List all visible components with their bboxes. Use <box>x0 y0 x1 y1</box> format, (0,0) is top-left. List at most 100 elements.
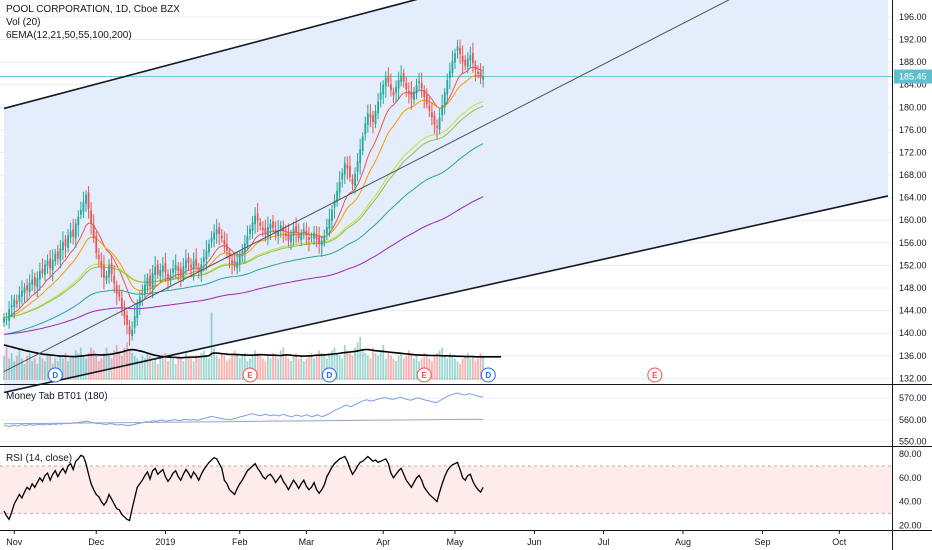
candle-body <box>331 209 333 221</box>
volume-bar <box>82 355 85 380</box>
time-axis[interactable]: Nov Dec 2019 Feb Mar Apr May Jun Jul Aug Sep Oct <box>6 530 847 547</box>
candle-body <box>72 229 75 237</box>
volume-bar <box>164 353 167 380</box>
volume-bar <box>282 347 285 380</box>
candle-body <box>231 260 233 264</box>
candle-body <box>215 229 218 235</box>
volume-bar <box>236 353 239 380</box>
money-tab-tick-label: 560.00 <box>899 415 927 425</box>
channel-lower-line[interactable] <box>3 195 889 394</box>
price-axis[interactable]: 196.00 192.00 188.00 184.00 180.00 176.00 172.… <box>899 12 927 383</box>
volume-bar <box>13 361 16 380</box>
price-tick-label: 172.00 <box>899 147 927 157</box>
volume-bar <box>379 350 382 380</box>
candle-body <box>354 173 356 186</box>
candle-body <box>108 265 110 278</box>
rsi-axis[interactable]: 80.00 60.00 40.00 20.00 <box>899 449 922 530</box>
candle-body <box>128 326 131 335</box>
volume-bar <box>187 355 190 380</box>
volume-bar <box>364 353 367 380</box>
candle-body <box>220 235 223 239</box>
ema-200-line <box>3 196 484 335</box>
candle-body <box>466 58 469 68</box>
volume-bar <box>151 361 154 380</box>
candle-body <box>420 83 423 89</box>
volume-bar <box>26 355 28 380</box>
candle-body <box>120 298 123 310</box>
ema-indicator-label[interactable]: 6EMA(12,21,50,55,100,200) <box>6 30 132 41</box>
candle-body <box>333 200 336 208</box>
candle-body <box>246 236 249 246</box>
volume-bar <box>349 353 351 380</box>
volume-bar <box>87 353 90 380</box>
volume-bar <box>428 358 431 380</box>
candle-body <box>241 250 244 253</box>
candle-body <box>167 273 169 279</box>
volume-bar <box>405 355 408 380</box>
price-tick-label: 160.00 <box>899 215 927 225</box>
volume-bar <box>436 353 438 380</box>
money-tab-label[interactable]: Money Tab BT01 (180) <box>6 391 108 402</box>
candle-body <box>190 264 192 268</box>
candle-body <box>146 277 149 287</box>
earnings-marker-label: E <box>652 371 658 380</box>
candle-body <box>10 305 13 308</box>
candle-body <box>36 277 39 288</box>
volume-bar <box>251 355 254 380</box>
candle-body <box>310 237 313 239</box>
candle-body <box>325 227 328 234</box>
candle-body <box>364 123 367 135</box>
candle-body <box>67 235 69 248</box>
candle-body <box>428 105 431 111</box>
volume-bar <box>90 347 93 380</box>
candle-body <box>182 266 185 278</box>
candle-body <box>451 60 454 73</box>
volume-bar <box>190 358 192 380</box>
candle-body <box>100 260 103 268</box>
candle-body <box>123 311 126 318</box>
volume-bar <box>369 358 372 380</box>
candle-body <box>195 258 198 266</box>
symbol-title[interactable]: POOL CORPORATION, 1D, Cboe BZX <box>6 4 180 15</box>
time-tick-label: Oct <box>832 537 847 547</box>
volume-bar <box>231 355 233 380</box>
rsi-legend: RSI (14, close) <box>6 452 72 465</box>
volume-indicator-label[interactable]: Vol (20) <box>6 17 41 28</box>
candle-body <box>323 236 326 243</box>
volume-bar <box>185 353 187 380</box>
candle-body <box>413 91 415 100</box>
volume-bar <box>192 361 195 380</box>
candle-body <box>136 303 139 318</box>
candle-body <box>223 240 226 247</box>
channel-upper-line[interactable] <box>3 0 586 110</box>
candle-body <box>267 227 269 236</box>
volume-bar <box>310 353 313 380</box>
volume-bar <box>425 355 428 380</box>
candle-body <box>172 268 175 273</box>
volume-bar <box>451 355 454 380</box>
candle-body <box>464 59 467 66</box>
volume-bar <box>44 361 46 380</box>
volume-bar <box>144 358 146 380</box>
trend-line[interactable] <box>3 0 773 373</box>
last-price-tag-label: 185.45 <box>899 72 927 82</box>
candle-body <box>479 71 482 78</box>
volume-bar <box>220 353 223 380</box>
last-price-tag: 185.45 <box>894 69 932 84</box>
volume-bar <box>33 358 36 380</box>
candle-body <box>179 268 182 276</box>
rsi-label[interactable]: RSI (14, close) <box>6 453 73 464</box>
candle-body <box>256 213 259 221</box>
candle-body <box>144 284 146 295</box>
volume-bar <box>372 347 374 380</box>
candle-body <box>477 71 479 74</box>
volume-ma-line <box>3 344 502 359</box>
money-tab-axis[interactable]: 570.00 560.00 550.00 <box>899 393 927 447</box>
candle-body <box>410 91 413 99</box>
volume-bar <box>131 353 134 380</box>
candle-body <box>469 55 472 61</box>
candle-body <box>431 112 433 118</box>
volume-bar <box>74 350 77 380</box>
